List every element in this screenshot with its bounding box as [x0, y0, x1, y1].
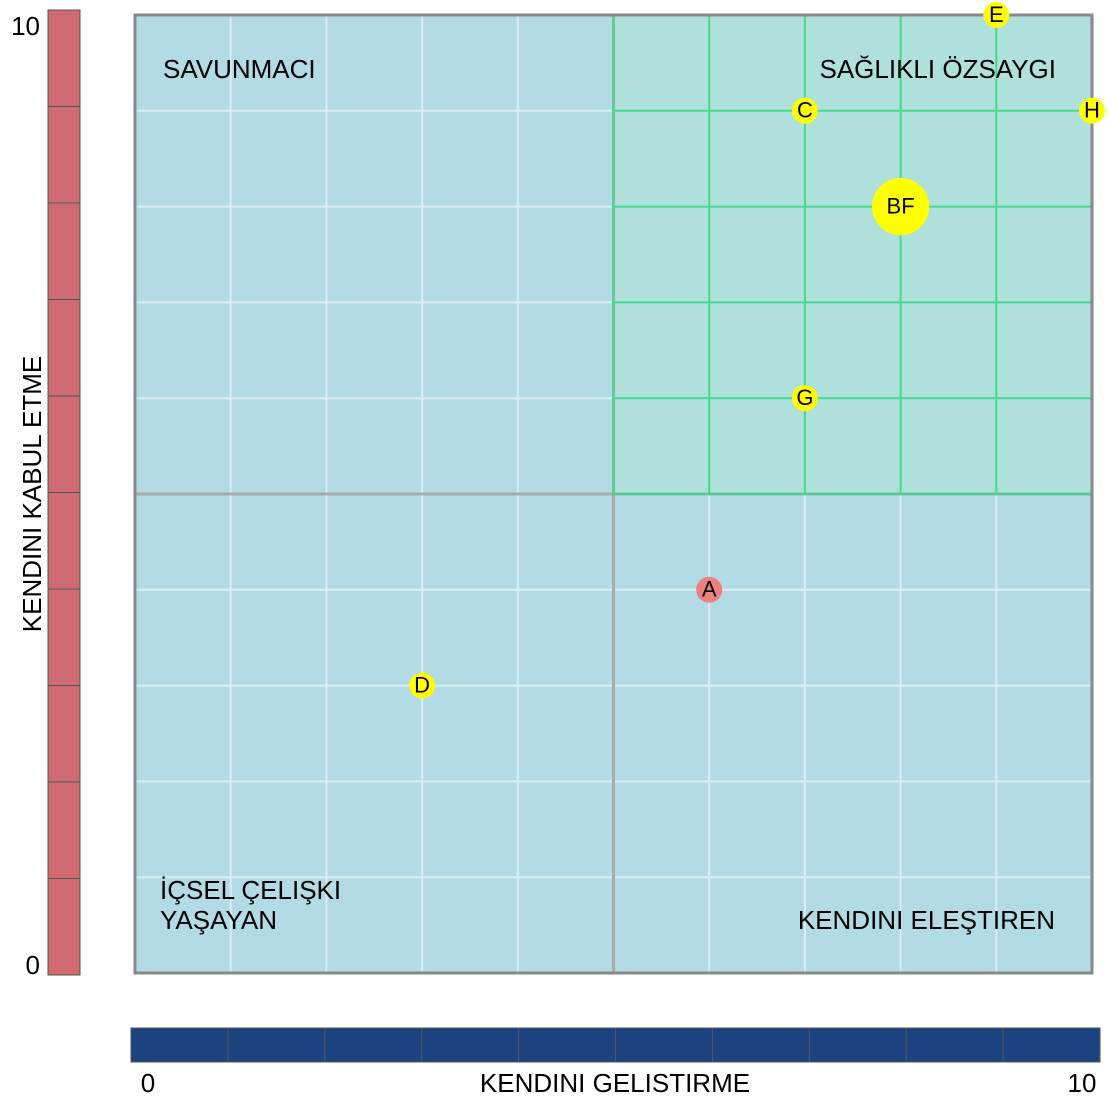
x-tick-label: 0	[141, 1068, 155, 1098]
plot-border	[133, 13, 1094, 975]
quadrant-label: YAŞAYAN	[160, 905, 277, 935]
point-label: BF	[887, 193, 915, 218]
quadrant-label: İÇSEL ÇELIŞKI	[160, 875, 341, 905]
y-tick-label: 0	[26, 950, 40, 980]
point-label: E	[989, 2, 1004, 27]
point-label: C	[797, 98, 813, 123]
x-tick-label: 10	[1068, 1068, 1097, 1098]
point-label: A	[702, 577, 717, 602]
quadrant-label: SAVUNMACI	[163, 54, 316, 84]
data-point	[791, 97, 818, 124]
point-label: D	[414, 672, 430, 697]
data-point	[791, 385, 818, 412]
data-point	[409, 672, 436, 699]
y-tick-label: 10	[11, 11, 40, 41]
point-label: H	[1084, 98, 1100, 123]
x-axis-title: KENDINI GELISTIRME	[480, 1068, 750, 1098]
data-point	[983, 2, 1010, 28]
data-point	[696, 576, 723, 603]
quadrant-label: KENDINI ELEŞTIREN	[798, 905, 1055, 935]
data-point	[872, 178, 930, 236]
highlight-quadrant	[613, 15, 1092, 494]
quadrant-label: SAĞLIKLI ÖZSAYGI	[820, 54, 1057, 84]
y-axis-title: KENDINI KABUL ETME	[17, 356, 47, 632]
data-point	[1079, 97, 1105, 124]
point-label: G	[796, 385, 813, 410]
